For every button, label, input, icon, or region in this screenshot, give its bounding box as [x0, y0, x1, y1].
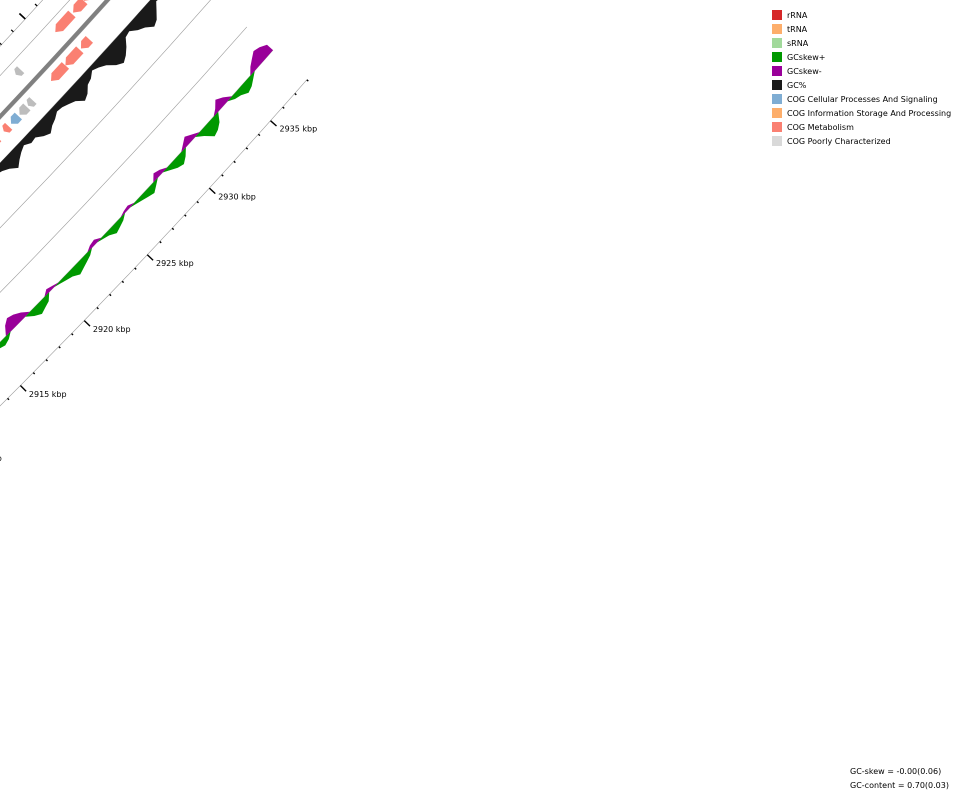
legend-item: COG Metabolism	[772, 120, 951, 134]
inner-tick	[10, 29, 14, 33]
scale-tick	[257, 133, 261, 137]
legend-swatch	[772, 24, 782, 34]
scale-tick	[221, 174, 224, 177]
legend-item: tRNA	[772, 22, 951, 36]
legend-label: COG Metabolism	[787, 122, 854, 132]
gene-feature-8	[14, 66, 25, 76]
scale-tick	[58, 346, 61, 349]
gene-features	[0, 0, 93, 143]
stats-box: GC-skew = -0.00(0.06) GC-content = 0.70(…	[850, 765, 949, 793]
legend-item: COG Information Storage And Processing	[772, 106, 951, 120]
gene-feature-14	[0, 140, 2, 143]
scale-tick	[245, 147, 249, 150]
scale-label: 2915 kbp	[29, 390, 67, 399]
legend-label: COG Poorly Characterized	[787, 136, 891, 146]
inner-ticks	[0, 3, 38, 46]
scale-tick	[282, 106, 285, 109]
gene-feature-10	[19, 103, 31, 115]
scale-tick	[294, 92, 297, 96]
legend-swatch	[772, 10, 782, 20]
gc-content-stat: GC-content = 0.70(0.03)	[850, 781, 949, 790]
gene-feature-11	[10, 112, 22, 124]
legend-label: sRNA	[787, 38, 809, 48]
scale-label: 2935 kbp	[280, 125, 318, 134]
gene-feature-5	[81, 36, 93, 49]
scale-tick	[159, 241, 162, 244]
scale-tick	[184, 214, 187, 217]
legend-item: rRNA	[772, 8, 951, 22]
legend-label: GCskew+	[787, 52, 826, 62]
legend-swatch	[772, 80, 782, 90]
ring-line-4	[0, 0, 211, 229]
legend-label: COG Information Storage And Processing	[787, 108, 952, 118]
ring-line-3	[0, 0, 151, 164]
legend-item: COG Cellular Processes And Signaling	[772, 92, 951, 106]
gene-feature-12	[2, 122, 13, 133]
gc-content-area	[0, 0, 158, 173]
ring-line-6	[0, 49, 274, 343]
gene-feature-3	[73, 0, 88, 13]
legend-swatch	[772, 38, 782, 48]
scale-tick	[233, 160, 236, 164]
gene-feature-7	[51, 62, 70, 81]
legend-swatch	[772, 122, 782, 132]
scale-tick	[306, 79, 309, 82]
scale-tick	[83, 320, 91, 327]
scale-tick	[32, 372, 36, 375]
legend-swatch	[772, 108, 782, 118]
scale-tick	[45, 359, 48, 362]
ring-lines	[0, 0, 308, 407]
scale-tick	[171, 227, 175, 231]
legend-item: GCskew-	[772, 64, 951, 78]
legend-swatch	[772, 52, 782, 62]
gc-skew-stat: GC-skew = -0.00(0.06)	[850, 767, 942, 776]
legend-swatch	[772, 94, 782, 104]
gc-skew-negative	[0, 44, 273, 343]
backbone-line	[0, 0, 111, 120]
scale-tick	[121, 280, 125, 284]
scale-label: 2920 kbp	[93, 325, 131, 334]
gene-feature-4	[55, 10, 76, 33]
gene-feature-9	[26, 97, 37, 107]
gc-skew-track	[0, 44, 273, 349]
scale-tick	[146, 254, 154, 261]
legend-swatch	[772, 66, 782, 76]
legend: rRNA tRNA sRNA GCskew+ GCskew- GC% COG Cellula…	[772, 8, 951, 148]
scale-tick	[134, 267, 137, 270]
legend-item: COG Poorly Characterized	[772, 134, 951, 148]
gene-feature-6	[65, 46, 84, 66]
scale-tick	[208, 187, 216, 195]
gene-feature-2	[83, 0, 90, 1]
legend-item: sRNA	[772, 36, 951, 50]
gc-skew-positive	[0, 50, 273, 349]
gc-content-track	[0, 0, 158, 173]
ring-line-2	[0, 0, 111, 120]
legend-item: GC%	[772, 78, 951, 92]
kbp-scale: 2935 kbp 2930 kbp 2925 kbp 2920 kbp 2915 kbp…	[0, 79, 318, 463]
legend-label: tRNA	[787, 24, 808, 34]
scale-tick	[196, 200, 199, 204]
scale-label: 2910 kbp	[0, 454, 2, 463]
scale-tick	[7, 397, 10, 401]
scale-tick	[109, 293, 112, 297]
legend-label: rRNA	[787, 10, 808, 20]
scale-tick	[96, 307, 99, 310]
inner-tick	[0, 42, 2, 46]
legend-label: COG Cellular Processes And Signaling	[787, 94, 938, 104]
scale-label: 2930 kbp	[218, 192, 256, 201]
inner-tick	[18, 12, 26, 20]
legend-swatch	[772, 136, 782, 146]
scale-label: 2925 kbp	[156, 259, 194, 268]
ring-line-7	[0, 79, 308, 407]
scale-tick	[19, 385, 27, 392]
ring-line-5	[0, 26, 248, 293]
legend-item: GCskew+	[772, 50, 951, 64]
legend-label: GC%	[787, 80, 807, 90]
scale-tick	[71, 333, 74, 336]
inner-tick	[34, 3, 38, 7]
scale-tick	[270, 120, 277, 127]
genome-backbone	[0, 0, 111, 120]
legend-label: GCskew-	[787, 66, 822, 76]
